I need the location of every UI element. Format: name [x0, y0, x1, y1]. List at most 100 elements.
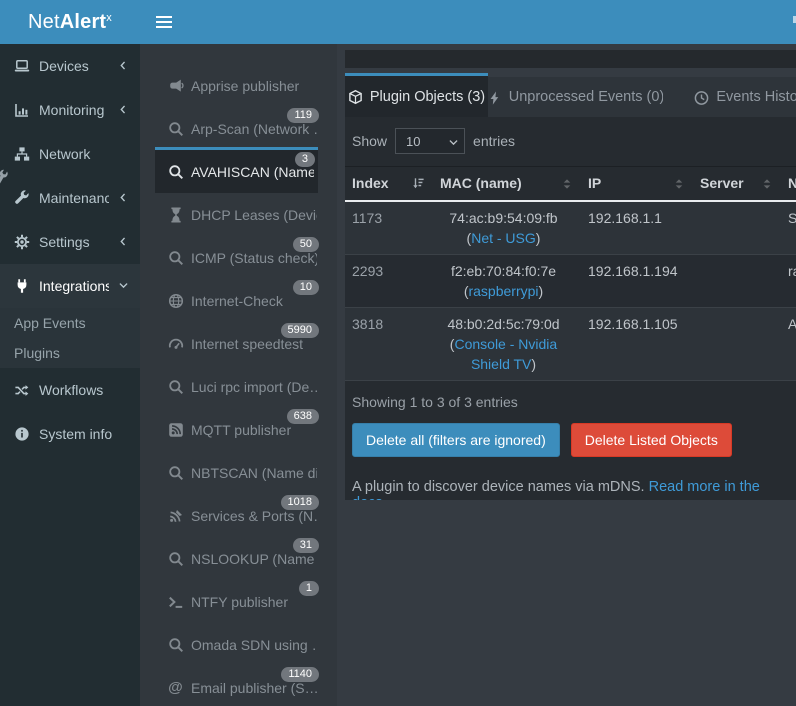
sort-both-icon: [561, 177, 573, 193]
plugin-item-label: Services & Ports (N…: [191, 507, 317, 524]
plugin-item-apprise-publisher[interactable]: Apprise publisher: [140, 64, 337, 107]
sidebar-item-label: Devices: [39, 58, 89, 74]
plugin-item-internet-check[interactable]: Internet-Check 10: [140, 279, 337, 322]
sidebar-item-network[interactable]: Network: [0, 132, 140, 176]
plugin-item-label: ICMP (Status check): [191, 249, 317, 266]
column-header-server[interactable]: Server: [693, 166, 781, 202]
logo-net: Net: [27, 10, 60, 33]
device-name-link[interactable]: Console - Nvidia Shield TV: [454, 335, 558, 372]
tab-unprocessed-events-0[interactable]: Unprocessed Events (0): [488, 77, 664, 117]
logo-alert: Alert: [59, 10, 107, 33]
plugin-item-internet-speedtest[interactable]: Internet speedtest 5990: [140, 322, 337, 365]
plugin-objects-card: Show 10 entries Index MAC (name) IP Server N…: [345, 117, 796, 500]
plugin-item-omada-sdn-using[interactable]: Omada SDN using …: [140, 623, 337, 666]
table-length-control: Show 10 entries: [345, 117, 796, 155]
plugin-item-nbtscan-name-di[interactable]: NBTSCAN (Name di…: [140, 451, 337, 494]
cell-mac-name: 74:ac:b9:54:09:fb (Net - USG): [433, 200, 581, 255]
column-header-index[interactable]: Index: [345, 166, 433, 202]
app-logo[interactable]: Net Alert x: [0, 0, 140, 44]
sidebar-item-settings[interactable]: Settings: [0, 220, 140, 264]
column-header-label: IP: [588, 175, 602, 192]
plugin-item-label: Internet speedtest: [191, 335, 304, 352]
cell-server: [693, 307, 781, 381]
sidebar-item-label: System info: [39, 426, 113, 442]
page-size-select-wrap: 10: [395, 128, 466, 154]
count-badge: 50: [292, 237, 319, 252]
column-header-n[interactable]: N: [781, 166, 796, 202]
column-header-label: Server: [700, 175, 744, 192]
plugin-item-nslookup-name[interactable]: NSLOOKUP (Name …31: [140, 537, 337, 580]
delete-listed-button[interactable]: Delete Listed Objects: [570, 422, 732, 457]
tab-events-history-6[interactable]: Events History (6): [663, 77, 796, 117]
rss-icon: [167, 422, 184, 438]
search-icon: [167, 250, 184, 266]
plugin-item-avahiscan-name[interactable]: AVAHISCAN (Name …3: [155, 150, 318, 193]
sort-both-icon: [761, 177, 773, 193]
delete-buttons-row: Delete all (filters are ignored) Delete …: [352, 422, 796, 457]
floating-wrench-icon[interactable]: [0, 168, 11, 186]
column-header-label: Index: [352, 175, 389, 192]
plugin-item-services-ports-n[interactable]: Services & Ports (N… 1018: [140, 494, 337, 537]
cell-name-clipped: Se: [781, 200, 796, 255]
device-name-link[interactable]: raspberrypi: [468, 282, 539, 299]
hamburger-menu-icon[interactable]: [151, 11, 179, 33]
plugin-item-luci-rpc-import-de[interactable]: Luci rpc import (De…: [140, 365, 337, 408]
cell-mac-name: 48:b0:2d:5c:79:0d (Console - Nvidia Shie…: [433, 307, 581, 381]
sidebar-item-integrations[interactable]: Integrations: [0, 264, 140, 308]
page-size-select[interactable]: 10: [395, 128, 466, 154]
plugin-item-arp-scan-network[interactable]: Arp-Scan (Network … 119: [140, 107, 337, 150]
content-header-strip: [345, 50, 796, 68]
sidebar-item-workflows[interactable]: Workflows: [0, 368, 140, 412]
plugin-item-label: NBTSCAN (Name di…: [191, 464, 317, 481]
info-circle-icon: [13, 426, 30, 442]
plugin-item-dhcp-leases-devic[interactable]: DHCP Leases (Devic…: [140, 193, 337, 236]
column-header-label: N: [788, 175, 796, 192]
chart-icon: [13, 102, 30, 118]
sidebar-item-label: Maintenance: [39, 190, 109, 206]
device-name-link[interactable]: Net - USG: [471, 229, 536, 246]
topbar-edge-fragment: [793, 16, 796, 23]
plug-icon: [13, 278, 30, 294]
show-label: Show: [352, 133, 388, 149]
chevron-down-icon: [118, 280, 130, 292]
sidebar-subitem-plugins[interactable]: Plugins: [14, 345, 60, 361]
column-header-label: MAC (name): [440, 175, 522, 192]
hourglass-icon: [167, 207, 184, 223]
sidebar-item-maintenance[interactable]: Maintenance: [0, 176, 140, 220]
plugin-item-label: MQTT publisher: [191, 421, 292, 438]
main-sidebar: Devices Monitoring Network Maintenance Setti…: [0, 44, 140, 706]
description-text: A plugin to discover device names via mD…: [352, 478, 645, 495]
docs-link[interactable]: Read more in the docs.: [352, 478, 760, 501]
sidebar-item-label: Network: [39, 146, 91, 162]
count-badge: 10: [292, 280, 319, 295]
cell-ip: 192.168.1.1: [581, 200, 693, 255]
search-icon: [167, 465, 184, 481]
tachometer-icon: [167, 336, 184, 352]
column-header-ip[interactable]: IP: [581, 166, 693, 202]
content-area: Plugin Objects (3) Unprocessed Events (0)…: [337, 44, 796, 706]
sidebar-item-monitoring[interactable]: Monitoring: [0, 88, 140, 132]
cell-server: [693, 254, 781, 308]
tab-label: Plugin Objects (3): [369, 88, 486, 105]
chevron-left-icon: [118, 236, 130, 248]
count-badge: 31: [292, 538, 319, 553]
entries-label: entries: [473, 133, 516, 149]
sidebar-item-system-info[interactable]: System info: [0, 412, 140, 456]
plugin-item-email-publisher-s[interactable]: @ Email publisher (S… 1140: [140, 666, 337, 706]
plugin-list: Apprise publisher Arp-Scan (Network … 119 A…: [140, 64, 337, 706]
plugin-item-ntfy-publisher[interactable]: NTFY publisher 1: [140, 580, 337, 623]
plugin-item-label: Omada SDN using …: [191, 636, 317, 653]
sidebar-item-label: Monitoring: [39, 102, 105, 118]
sidebar-submenu: App Events Plugins: [0, 308, 140, 368]
plugin-list-panel: Apprise publisher Arp-Scan (Network … 119 A…: [140, 44, 337, 706]
plugin-item-mqtt-publisher[interactable]: MQTT publisher 638: [140, 408, 337, 451]
sidebar-subitem-app-events[interactable]: App Events: [14, 315, 86, 331]
delete-all-button[interactable]: Delete all (filters are ignored): [352, 422, 560, 457]
search-icon: [167, 121, 184, 137]
laptop-icon: [13, 58, 30, 74]
sidebar-item-devices[interactable]: Devices: [0, 44, 140, 88]
plugin-item-icmp-status-check[interactable]: ICMP (Status check) 50: [140, 236, 337, 279]
plugin-item-label: DHCP Leases (Devic…: [191, 206, 317, 223]
column-header-mac-name[interactable]: MAC (name): [433, 166, 581, 202]
tab-plugin-objects-3[interactable]: Plugin Objects (3): [345, 73, 488, 117]
